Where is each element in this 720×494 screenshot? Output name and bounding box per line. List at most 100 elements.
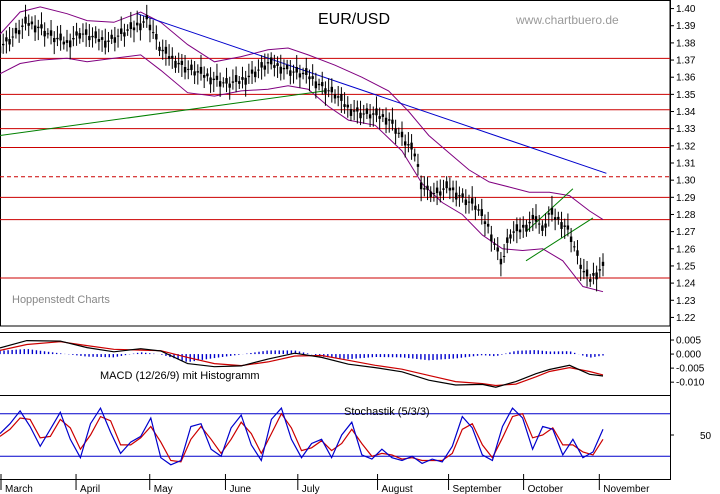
price-bar-body (21, 25, 24, 27)
price-bar-body (324, 88, 327, 94)
macd-panel (0, 339, 604, 388)
price-bar-body (196, 71, 200, 73)
price-bar-body (222, 82, 225, 84)
price-bar-body (123, 32, 126, 37)
price-bar-body (327, 90, 330, 92)
price-bar-body (49, 30, 53, 36)
stochastic-y-tick-label: 50 (700, 431, 712, 442)
price-bar-body (419, 182, 423, 190)
x-tick-label: April (80, 484, 100, 494)
macd-y-tick-label: 0.005 (676, 336, 701, 347)
price-bar-body (336, 96, 340, 98)
price-y-tick-label: 1.30 (676, 176, 696, 187)
price-bar-body (423, 188, 426, 190)
price-bar-body (135, 22, 139, 26)
price-bar-body (88, 36, 91, 41)
price-bar-body (209, 77, 212, 85)
price-bar-body (330, 86, 334, 93)
price-bar-body (455, 192, 458, 200)
price-bar-body (78, 33, 81, 39)
price-bar-body (279, 66, 282, 74)
price-y-tick-label: 1.38 (676, 38, 696, 49)
price-bar-body (276, 63, 279, 66)
x-tick-label: August (382, 484, 413, 494)
price-bar-body (598, 269, 602, 271)
price-bar-body (215, 75, 219, 80)
price-bar-body (266, 62, 270, 64)
price-bar-body (263, 65, 267, 70)
price-bar-body (212, 78, 215, 81)
price-bar-body (37, 26, 40, 29)
price-bar-body (75, 31, 78, 36)
price-bar-body (592, 273, 595, 276)
price-bar-body (250, 69, 254, 74)
price-bar-body (289, 70, 292, 76)
price-bar-body (317, 83, 321, 86)
price-bar-body (547, 213, 550, 215)
stochastic-panel (0, 406, 670, 466)
price-bar-body (228, 83, 231, 88)
price-bar-body (534, 216, 538, 222)
price-bar-body (573, 246, 576, 248)
price-bar-body (550, 207, 554, 215)
price-bar-body (285, 65, 289, 70)
price-bar-body (381, 114, 385, 117)
price-bar-body (391, 119, 394, 124)
price-bar-body (1, 43, 5, 46)
price-panel (0, 4, 670, 293)
price-bar-body (477, 209, 480, 211)
price-bar-body (496, 247, 499, 252)
price-bar-body (413, 153, 416, 157)
axes-layer: 1.40 1.39 1.38 1.37 1.36 1.35 1.34 1.33 1.32 1.31… (0, 4, 712, 494)
price-bar-body (525, 224, 528, 232)
x-tick-label: March (5, 484, 33, 494)
price-bar-body (180, 60, 184, 65)
price-bar-body (557, 216, 560, 220)
price-bar-body (113, 37, 117, 43)
price-bar-body (164, 46, 168, 54)
price-bar-body (244, 77, 247, 85)
price-bar-body (359, 112, 362, 119)
price-bar-body (53, 37, 56, 43)
price-bar-body (522, 224, 525, 228)
price-y-tick-label: 1.29 (676, 193, 696, 204)
price-bar-body (474, 205, 477, 210)
price-bar-body (407, 144, 410, 146)
price-bar-body (397, 132, 401, 134)
price-bar-body (295, 67, 298, 73)
price-bar-body (298, 73, 302, 78)
price-bar-body (343, 104, 346, 107)
price-bar-body (27, 23, 30, 26)
macd-y-tick-label: -0.010 (676, 378, 705, 389)
price-bar-body (5, 37, 8, 42)
price-bar-body (512, 231, 515, 233)
price-bar-body (333, 94, 337, 99)
price-bar-body (142, 21, 145, 23)
price-bar-body (566, 225, 570, 230)
bollinger-upper-band (0, 6, 604, 221)
price-bar-body (199, 66, 203, 74)
price-bar-body (528, 221, 531, 224)
price-bar-body (435, 187, 439, 194)
price-bar-body (365, 108, 369, 114)
price-bar-body (148, 24, 152, 31)
price-y-tick-label: 1.39 (676, 21, 696, 32)
price-bar-body (388, 119, 391, 121)
price-bar-body (282, 67, 286, 70)
price-bar-body (589, 279, 592, 282)
price-bar-body (448, 187, 452, 191)
macd-label: MACD (12/26/9) mit Histogramm (100, 370, 260, 382)
price-bar-body (569, 236, 573, 243)
price-bar-body (416, 164, 420, 167)
price-bar-body (426, 185, 429, 190)
price-bar-body (151, 32, 155, 34)
price-bar-body (576, 250, 579, 256)
price-bar-body (72, 37, 75, 40)
price-bar-body (490, 234, 493, 242)
price-bar-body (541, 225, 544, 231)
price-bar-body (429, 191, 432, 197)
price-bar-body (218, 81, 222, 87)
price-y-tick-label: 1.26 (676, 244, 696, 255)
price-bar-body (65, 40, 69, 43)
